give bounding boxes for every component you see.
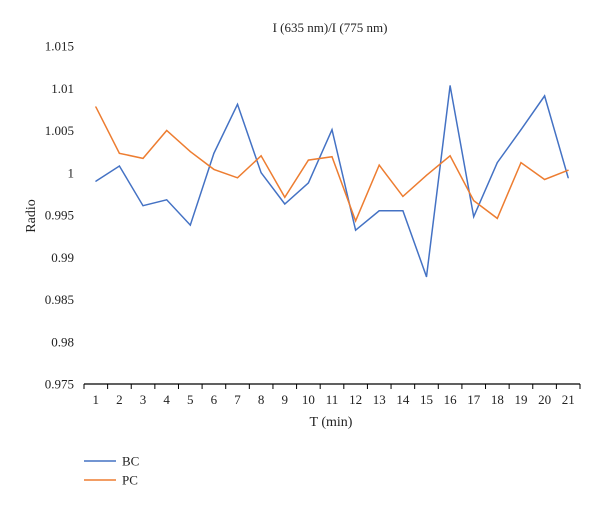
data-point-pc: [449, 155, 451, 157]
data-point-bc: [95, 180, 97, 182]
data-point-pc: [260, 155, 262, 157]
y-tick-label: 0.995: [45, 208, 74, 223]
data-point-pc: [402, 195, 404, 198]
y-tick-label: 0.975: [45, 377, 74, 392]
y-tick-label: 0.98: [51, 334, 74, 349]
x-tick-label: 3: [140, 392, 147, 407]
x-tick-label: 9: [282, 392, 289, 407]
x-tick-label: 7: [234, 392, 241, 407]
y-axis-ticks: 0.975 0.98 0.985 0.99 0.995 1 1.005 1.01 1.015: [45, 39, 74, 392]
data-point-pc: [236, 177, 239, 179]
x-tick-label: 15: [420, 392, 433, 407]
data-point-bc: [142, 205, 144, 207]
data-point-pc: [567, 169, 569, 171]
x-tick-label: 17: [467, 392, 481, 407]
y-tick-label: 1.015: [45, 39, 74, 54]
data-point-bc: [449, 85, 451, 87]
data-point-pc: [95, 106, 97, 108]
data-point-pc: [520, 162, 522, 164]
data-point-pc: [213, 168, 215, 170]
y-tick-label: 1: [68, 165, 75, 180]
data-point-bc: [378, 210, 380, 212]
chart-title: I (635 nm)/I (775 nm): [273, 20, 388, 35]
x-axis-label: T (min): [310, 415, 353, 430]
x-tick-label: 10: [302, 392, 315, 407]
legend: BC PC: [84, 454, 139, 488]
x-tick-label: 6: [211, 392, 218, 407]
data-point-bc: [166, 199, 168, 201]
data-point-bc: [284, 203, 286, 205]
y-tick-label: 0.99: [51, 250, 74, 265]
data-point-pc: [166, 129, 168, 132]
data-point-pc: [331, 156, 333, 158]
x-tick-label: 11: [326, 392, 339, 407]
data-point-pc: [189, 151, 191, 153]
data-point-bc: [567, 177, 569, 179]
data-point-bc: [543, 95, 546, 97]
data-point-pc: [307, 159, 309, 161]
y-tick-label: 1.01: [51, 81, 74, 96]
x-tick-label: 20: [538, 392, 551, 407]
legend-label-pc: PC: [122, 473, 138, 488]
x-tick-label: 14: [396, 392, 410, 407]
data-point-bc: [496, 162, 498, 164]
x-tick-label: 8: [258, 392, 265, 407]
data-point-bc: [118, 165, 121, 167]
x-tick-label: 18: [491, 392, 504, 407]
data-point-pc: [425, 174, 428, 176]
x-tick-label: 13: [373, 392, 386, 407]
data-point-pc: [378, 164, 380, 166]
x-tick-label: 1: [93, 392, 100, 407]
data-point-bc: [425, 276, 428, 278]
data-point-pc: [473, 200, 475, 202]
data-point-bc: [355, 229, 357, 231]
data-point-bc: [473, 216, 475, 218]
data-point-bc: [189, 224, 191, 226]
y-tick-label: 0.985: [45, 292, 74, 307]
data-point-bc: [402, 210, 404, 212]
data-point-pc: [284, 196, 286, 198]
series-line-bc: [95, 85, 569, 277]
x-axis-ticks: 1 2 3 4 5 6 7 8 9 10 11 12 13 14 15 16 17 18 19 20 21: [83, 384, 581, 407]
x-tick-label: 21: [562, 392, 575, 407]
data-point-bc: [236, 103, 239, 105]
x-tick-label: 19: [514, 392, 527, 407]
data-point-bc: [213, 152, 215, 154]
data-point-pc: [355, 220, 357, 222]
y-tick-label: 1.005: [45, 123, 74, 138]
data-point-bc: [520, 129, 522, 131]
y-axis-label: Radio: [24, 199, 39, 232]
data-point-bc: [331, 129, 333, 131]
x-tick-label: 5: [187, 392, 194, 407]
legend-label-bc: BC: [122, 454, 139, 469]
data-point-pc: [142, 157, 144, 159]
data-point-bc: [260, 172, 262, 174]
x-tick-label: 4: [163, 392, 170, 407]
x-tick-label: 16: [444, 392, 458, 407]
x-tick-label: 12: [349, 392, 362, 407]
series-lines: [95, 85, 569, 278]
data-point-pc: [118, 152, 121, 154]
x-tick-label: 2: [116, 392, 123, 407]
data-point-pc: [543, 178, 546, 181]
data-point-bc: [307, 182, 309, 184]
data-point-pc: [496, 217, 498, 219]
